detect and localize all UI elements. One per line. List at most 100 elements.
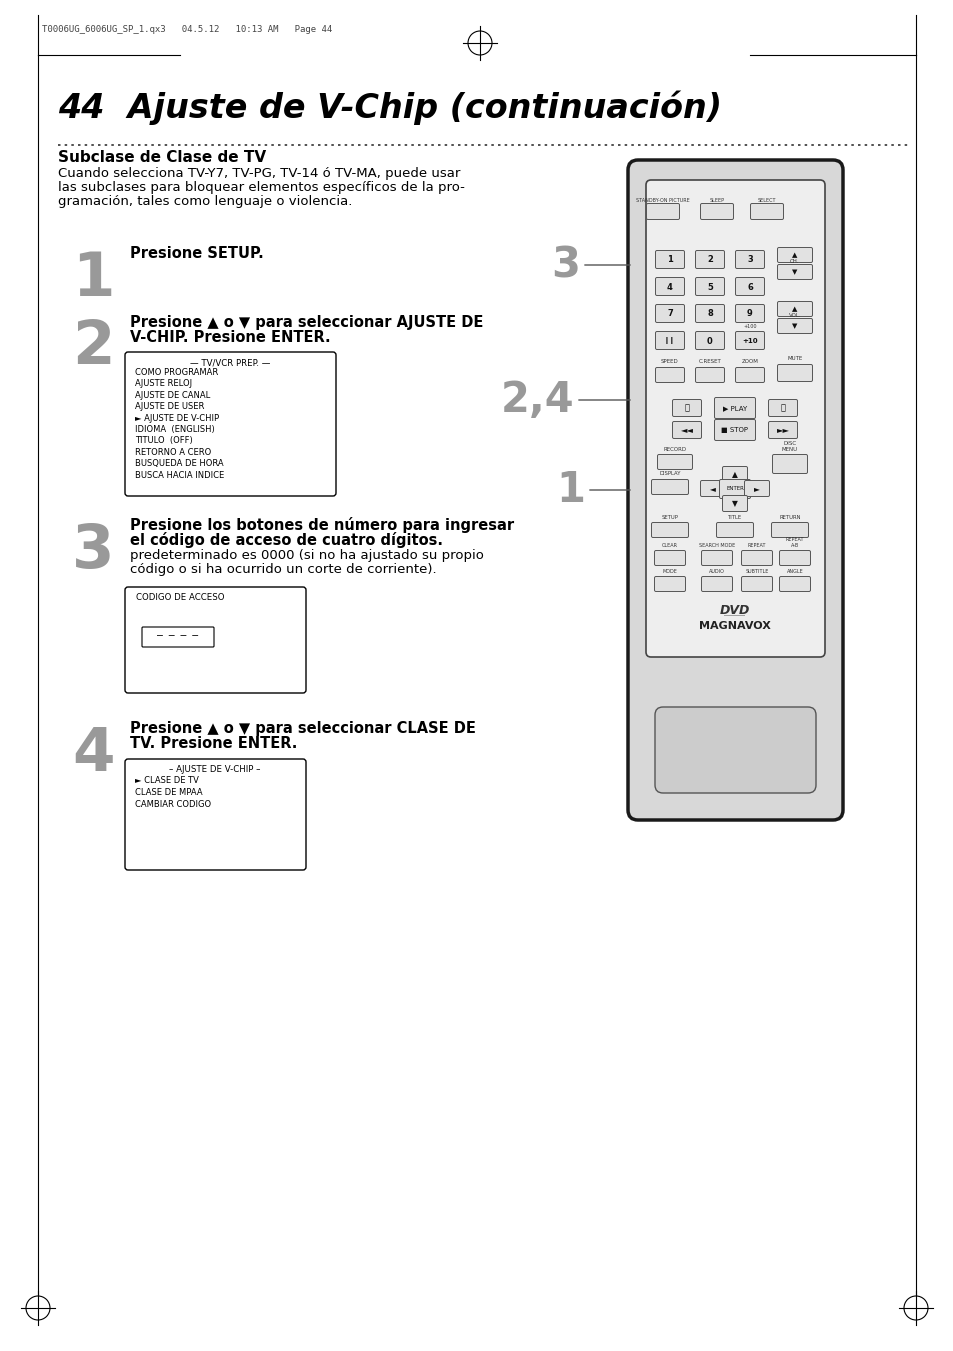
Text: ▼: ▼ — [792, 323, 797, 330]
FancyBboxPatch shape — [700, 481, 724, 497]
Text: REPEAT
A-B: REPEAT A-B — [785, 538, 803, 549]
FancyBboxPatch shape — [655, 250, 684, 269]
FancyBboxPatch shape — [695, 250, 723, 269]
FancyBboxPatch shape — [768, 422, 797, 439]
Text: ► CLASE DE TV: ► CLASE DE TV — [135, 775, 198, 785]
Text: TV. Presione ENTER.: TV. Presione ENTER. — [130, 736, 297, 751]
FancyBboxPatch shape — [695, 277, 723, 296]
Text: Presione ▲ o ▼ para seleccionar AJUSTE DE: Presione ▲ o ▼ para seleccionar AJUSTE D… — [130, 315, 483, 330]
Text: el código de acceso de cuatro dígitos.: el código de acceso de cuatro dígitos. — [130, 532, 442, 549]
Text: 2: 2 — [71, 317, 114, 377]
Text: ▲: ▲ — [792, 253, 797, 258]
Text: ► AJUSTE DE V-CHIP: ► AJUSTE DE V-CHIP — [135, 413, 219, 423]
FancyBboxPatch shape — [779, 577, 810, 592]
Text: V-CHIP. Presione ENTER.: V-CHIP. Presione ENTER. — [130, 330, 331, 345]
FancyBboxPatch shape — [645, 180, 824, 657]
Text: — TV/VCR PREP. —: — TV/VCR PREP. — — [190, 358, 270, 367]
Text: SLEEP: SLEEP — [709, 199, 723, 203]
Text: COMO PROGRAMAR: COMO PROGRAMAR — [135, 367, 218, 377]
FancyBboxPatch shape — [714, 397, 755, 419]
FancyBboxPatch shape — [771, 523, 807, 538]
Text: ▲: ▲ — [731, 470, 738, 480]
Text: 2,4: 2,4 — [500, 380, 574, 422]
FancyBboxPatch shape — [695, 367, 723, 382]
FancyBboxPatch shape — [655, 304, 684, 323]
FancyBboxPatch shape — [125, 759, 306, 870]
Text: ►: ► — [753, 485, 760, 493]
Text: REPEAT: REPEAT — [747, 543, 765, 549]
Text: BUSQUEDA DE HORA: BUSQUEDA DE HORA — [135, 459, 223, 469]
Text: MODE: MODE — [662, 569, 677, 574]
Text: 4: 4 — [71, 725, 114, 784]
Text: RETORNO A CERO: RETORNO A CERO — [135, 447, 211, 457]
Text: +10: +10 — [741, 338, 757, 345]
FancyBboxPatch shape — [743, 481, 769, 497]
Text: AJUSTE RELOJ: AJUSTE RELOJ — [135, 380, 192, 388]
FancyBboxPatch shape — [655, 367, 684, 382]
FancyBboxPatch shape — [672, 422, 700, 439]
Text: 3: 3 — [71, 521, 114, 581]
Text: 2: 2 — [706, 255, 712, 265]
FancyBboxPatch shape — [750, 204, 782, 219]
Text: CAMBIAR CODIGO: CAMBIAR CODIGO — [135, 800, 211, 809]
Text: 3: 3 — [551, 245, 579, 286]
Text: ▼: ▼ — [731, 500, 738, 508]
Text: MAGNAVOX: MAGNAVOX — [699, 621, 770, 631]
Text: MUTE: MUTE — [786, 357, 801, 361]
Text: ►►: ►► — [776, 426, 789, 435]
FancyBboxPatch shape — [777, 365, 812, 381]
FancyBboxPatch shape — [651, 480, 688, 494]
Text: 8: 8 — [706, 309, 712, 319]
Text: 44  Ajuste de V-Chip (continuación): 44 Ajuste de V-Chip (continuación) — [58, 91, 721, 126]
FancyBboxPatch shape — [125, 586, 306, 693]
FancyBboxPatch shape — [714, 420, 755, 440]
FancyBboxPatch shape — [719, 480, 750, 499]
FancyBboxPatch shape — [716, 523, 753, 538]
FancyBboxPatch shape — [735, 367, 763, 382]
Text: DVD: DVD — [720, 604, 749, 617]
Text: Presione ▲ o ▼ para seleccionar CLASE DE: Presione ▲ o ▼ para seleccionar CLASE DE — [130, 721, 476, 736]
Text: 1: 1 — [666, 255, 672, 265]
Text: 9: 9 — [746, 309, 752, 319]
Text: ▼: ▼ — [792, 269, 797, 276]
Text: 1: 1 — [556, 469, 584, 511]
Text: IDIOMA  (ENGLISH): IDIOMA (ENGLISH) — [135, 426, 214, 434]
Text: Presione los botones de número para ingresar: Presione los botones de número para ingr… — [130, 517, 514, 534]
Text: ▶ PLAY: ▶ PLAY — [722, 405, 746, 411]
Text: las subclases para bloquear elementos específicos de la pro-: las subclases para bloquear elementos es… — [58, 181, 464, 195]
Text: – AJUSTE DE V-CHIP –: – AJUSTE DE V-CHIP – — [169, 765, 260, 774]
Text: SEARCH MODE: SEARCH MODE — [699, 543, 735, 549]
FancyBboxPatch shape — [672, 400, 700, 416]
FancyBboxPatch shape — [721, 466, 747, 482]
FancyBboxPatch shape — [655, 277, 684, 296]
Text: TITLE: TITLE — [727, 515, 741, 520]
FancyBboxPatch shape — [772, 454, 806, 473]
Text: RETURN: RETURN — [779, 515, 800, 520]
Text: ■ STOP: ■ STOP — [720, 427, 748, 434]
FancyBboxPatch shape — [777, 319, 812, 334]
FancyBboxPatch shape — [735, 277, 763, 296]
FancyBboxPatch shape — [654, 550, 685, 566]
Text: Cuando selecciona TV-Y7, TV-PG, TV-14 ó TV-MA, puede usar: Cuando selecciona TV-Y7, TV-PG, TV-14 ó … — [58, 168, 460, 180]
FancyBboxPatch shape — [777, 247, 812, 262]
Text: AUDIO: AUDIO — [708, 569, 724, 574]
Text: 0: 0 — [706, 336, 712, 346]
Text: 5: 5 — [706, 282, 712, 292]
Text: predeterminado es 0000 (si no ha ajustado su propio: predeterminado es 0000 (si no ha ajustad… — [130, 549, 483, 562]
FancyBboxPatch shape — [777, 265, 812, 280]
FancyBboxPatch shape — [700, 550, 732, 566]
FancyBboxPatch shape — [655, 331, 684, 350]
FancyBboxPatch shape — [627, 159, 842, 820]
Text: ❙❙: ❙❙ — [663, 338, 675, 345]
Text: 6: 6 — [746, 282, 752, 292]
Text: RECORD: RECORD — [662, 447, 686, 453]
Text: DISPLAY: DISPLAY — [659, 471, 680, 476]
FancyBboxPatch shape — [695, 331, 723, 350]
FancyBboxPatch shape — [740, 577, 772, 592]
Text: ▲: ▲ — [792, 305, 797, 312]
Text: CLEAR: CLEAR — [661, 543, 678, 549]
Text: ⏭: ⏭ — [780, 404, 784, 412]
Text: AJUSTE DE USER: AJUSTE DE USER — [135, 403, 204, 411]
Text: DISC
MENU: DISC MENU — [781, 442, 798, 453]
Text: ◄: ◄ — [709, 485, 715, 493]
